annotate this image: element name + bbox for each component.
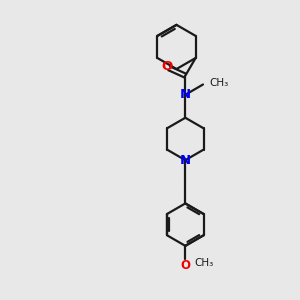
Text: N: N — [180, 88, 191, 101]
Text: O: O — [161, 60, 173, 73]
Text: CH₃: CH₃ — [195, 258, 214, 268]
Text: O: O — [180, 260, 190, 272]
Text: CH₃: CH₃ — [209, 78, 229, 88]
Text: N: N — [180, 154, 191, 167]
